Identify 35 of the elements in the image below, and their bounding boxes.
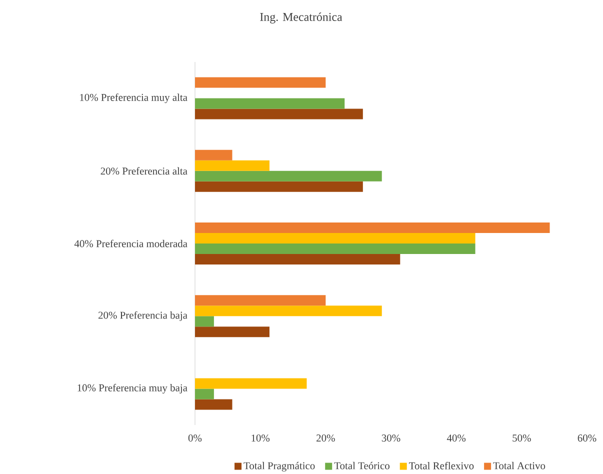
bar bbox=[195, 306, 382, 316]
legend-label: Total Pragmático bbox=[244, 462, 315, 472]
bar bbox=[195, 295, 326, 306]
bar bbox=[195, 326, 270, 338]
bar bbox=[195, 244, 476, 254]
bar bbox=[195, 181, 363, 192]
bar bbox=[195, 254, 400, 265]
bar bbox=[195, 233, 476, 244]
bar bbox=[195, 108, 363, 120]
bar bbox=[195, 150, 232, 160]
bar bbox=[195, 388, 214, 400]
legend-label: Total Teórico bbox=[334, 462, 390, 470]
x-tick-label: 30% bbox=[382, 434, 400, 442]
x-tick-label: 60% bbox=[578, 434, 596, 442]
y-tick-label: 10% Preferencia muy alta bbox=[80, 94, 188, 104]
legend-label: Total Activo bbox=[493, 462, 546, 470]
x-tick-label: 50% bbox=[512, 434, 531, 442]
bar bbox=[195, 316, 214, 327]
bar bbox=[195, 399, 232, 410]
bar bbox=[195, 378, 307, 389]
y-tick-label: 10% Preferencia muy baja bbox=[78, 384, 188, 394]
legend-label: Total Reflexivo bbox=[409, 462, 474, 470]
y-tick-label: 20% Preferencia alta bbox=[100, 167, 188, 175]
x-tick-label: 10% bbox=[252, 434, 270, 442]
bar bbox=[195, 170, 382, 182]
bar bbox=[195, 222, 550, 234]
bar bbox=[195, 98, 345, 109]
x-tick-label: 20% bbox=[316, 434, 335, 442]
y-tick-label: 20% Preferencia baja bbox=[98, 311, 188, 321]
chart-title: Ing. Mecatrónica bbox=[260, 12, 342, 24]
x-tick-label: 40% bbox=[446, 434, 466, 442]
bar bbox=[195, 160, 270, 171]
y-tick-label: 40% Preferencia moderada bbox=[74, 240, 188, 248]
x-tick-label: 0% bbox=[188, 434, 202, 442]
bar bbox=[195, 77, 326, 88]
